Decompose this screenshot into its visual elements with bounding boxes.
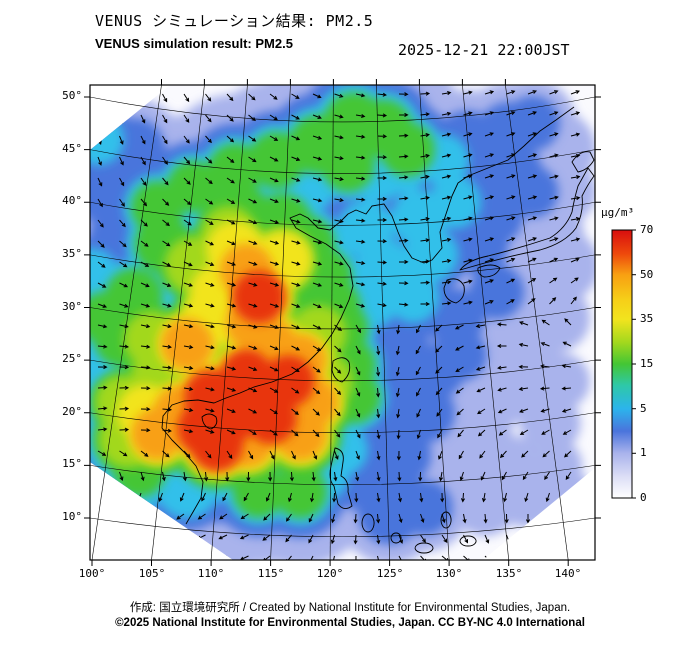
colorbar-tick-label: 0	[640, 491, 647, 504]
credit-line: 作成: 国立環境研究所 / Created by National Instit…	[129, 602, 571, 614]
lat-tick-label: 10°	[62, 510, 82, 523]
lon-tick-label: 110°	[197, 567, 225, 580]
lon-tick-label: 105°	[138, 567, 166, 580]
page-title-en: VENUS simulation result: PM2.5	[95, 36, 293, 51]
lon-tick-label: 135°	[495, 567, 523, 580]
colorbar-tick-label: 50	[640, 268, 654, 281]
copyright-line: ©2025 National Institute for Environment…	[115, 617, 585, 629]
page-title-jp: VENUS シミュレーション結果: PM2.5	[95, 12, 374, 30]
lon-tick-label: 115°	[257, 567, 285, 580]
lon-tick-label: 140°	[554, 567, 582, 580]
colorbar-tick-label: 15	[640, 357, 654, 370]
lon-tick-label: 125°	[376, 567, 404, 580]
timestamp: 2025-12-21 22:00JST	[398, 41, 570, 59]
lon-tick-label: 100°	[78, 567, 106, 580]
colorbar-unit-label: µg/m³	[601, 206, 635, 219]
lat-tick-label: 45°	[62, 142, 82, 155]
lon-tick-label: 120°	[316, 567, 344, 580]
lat-tick-label: 50°	[62, 89, 82, 102]
lat-tick-label: 35°	[62, 247, 82, 260]
colorbar-tick-label: 5	[640, 402, 647, 415]
lat-tick-label: 25°	[62, 352, 82, 365]
lat-tick-label: 20°	[62, 405, 82, 418]
lat-tick-label: 40°	[62, 194, 82, 207]
colorbar-tick-label: 1	[640, 446, 647, 459]
lon-tick-label: 130°	[435, 567, 463, 580]
lat-tick-label: 30°	[62, 300, 82, 313]
colorbar-tick-label: 35	[640, 312, 654, 325]
lat-tick-label: 15°	[62, 457, 82, 470]
colorbar-tick-label: 70	[640, 223, 654, 236]
